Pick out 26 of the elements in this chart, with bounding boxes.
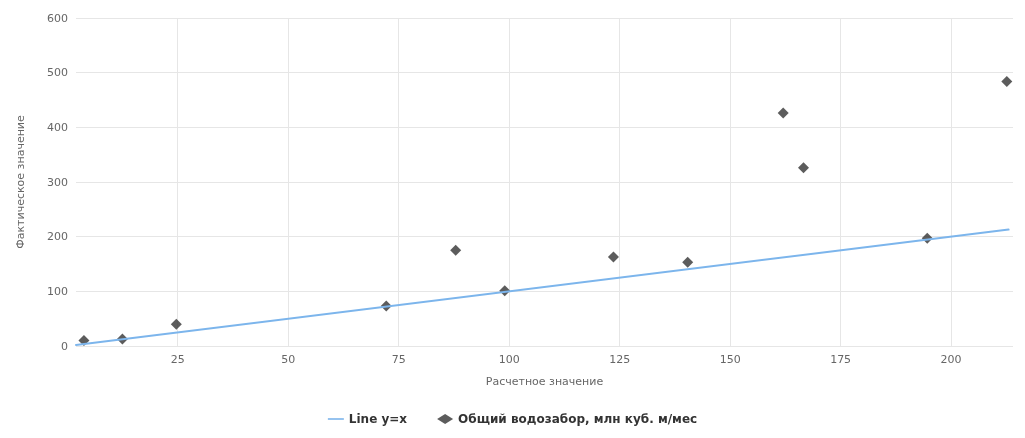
- x-tick-label: 150: [719, 353, 741, 366]
- point: [682, 256, 694, 268]
- y-tick-label: 600: [47, 11, 68, 25]
- point: [777, 107, 789, 119]
- point: [607, 251, 619, 263]
- legend-label: Общий водозабор, млн куб. м/мес: [458, 412, 698, 426]
- x-tick-label: 200: [940, 353, 962, 366]
- y-tick-label: 100: [47, 284, 68, 298]
- point: [170, 318, 182, 330]
- y-tick-label: 500: [47, 66, 68, 80]
- x-tick-label: 50: [281, 353, 296, 366]
- y-tick-label: 300: [47, 175, 68, 189]
- y-tick-label: 0: [61, 339, 68, 353]
- point: [798, 162, 809, 174]
- point: [450, 244, 462, 256]
- y-axis-title: Фактическое значение: [14, 115, 27, 249]
- x-tick-label: 175: [830, 353, 852, 366]
- x-tick-label: 75: [391, 353, 406, 366]
- x-tick-label: 100: [498, 353, 520, 366]
- x-tick-label: 25: [170, 353, 185, 366]
- y-tick-label: 200: [47, 230, 68, 244]
- x-axis-title: Расчетное значение: [485, 375, 604, 388]
- x-tick-label: 125: [609, 353, 631, 366]
- point: [1001, 75, 1013, 87]
- y-tick-label: 400: [47, 120, 68, 134]
- legend-label: Line y=x: [348, 412, 408, 426]
